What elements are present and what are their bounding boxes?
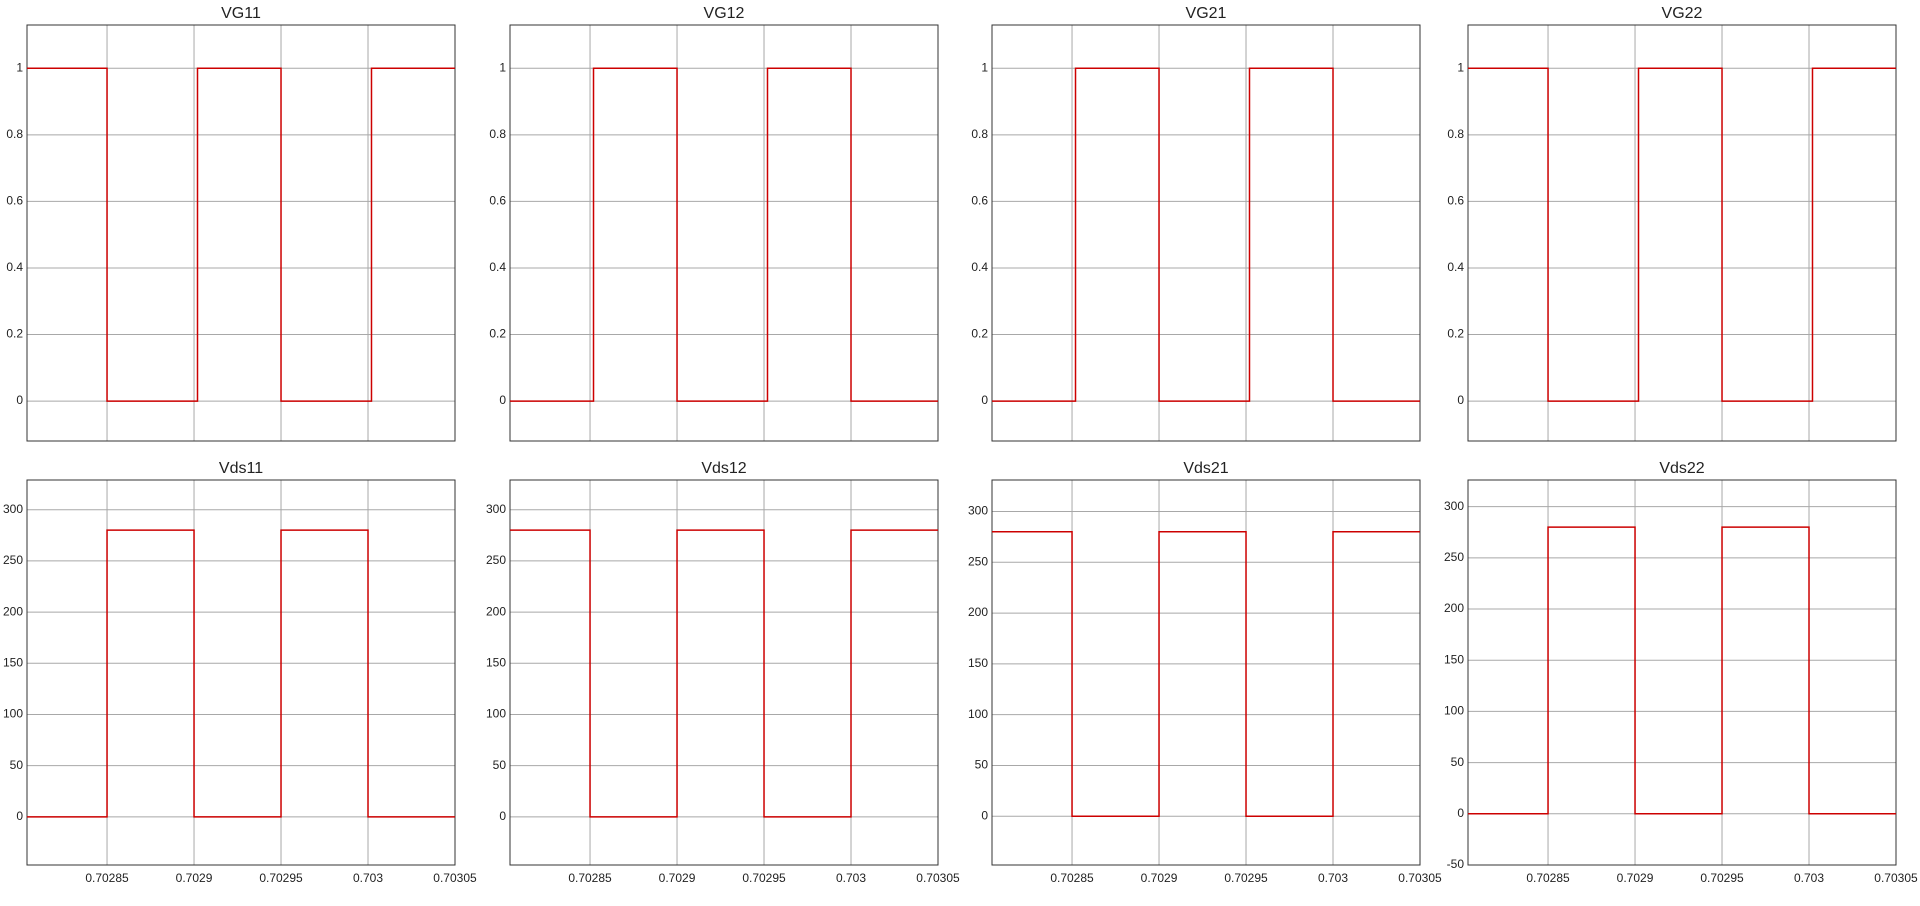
- x-tick-label: 0.70305: [916, 871, 960, 885]
- y-tick-label: 0: [1457, 806, 1464, 820]
- x-tick-label: 0.70295: [259, 871, 303, 885]
- y-tick-label: 200: [968, 605, 988, 619]
- signal-line: [27, 67, 455, 402]
- chart-title: Vds22: [1659, 460, 1704, 477]
- y-tick-label: 0: [499, 809, 506, 823]
- plot-frame: [1467, 479, 1897, 866]
- y-tick-label: 250: [3, 553, 23, 567]
- y-tick-label: 150: [3, 655, 23, 669]
- y-tick-label: -50: [1447, 857, 1465, 871]
- y-tick-label: 200: [486, 604, 506, 618]
- y-tick-label: 100: [968, 707, 988, 721]
- x-tick-label: 0.703: [353, 871, 383, 885]
- plot-frame: [1467, 24, 1897, 442]
- y-tick-label: 0.6: [971, 194, 988, 208]
- y-tick-label: 0.6: [6, 194, 23, 208]
- y-tick-label: 150: [1444, 652, 1464, 666]
- y-tick-label: 50: [493, 758, 507, 772]
- y-tick-label: 100: [3, 707, 23, 721]
- plot-frame: [991, 479, 1421, 866]
- x-tick-label: 0.70295: [1700, 871, 1744, 885]
- y-tick-label: 0: [981, 393, 988, 407]
- y-tick-label: 300: [968, 504, 988, 518]
- y-tick-label: 0: [1457, 393, 1464, 407]
- y-tick-label: 0.8: [1447, 127, 1464, 141]
- y-tick-label: 0.4: [489, 260, 506, 274]
- y-tick-label: 1: [981, 60, 988, 74]
- x-tick-label: 0.70295: [1224, 871, 1268, 885]
- x-tick-label: 0.70305: [1398, 871, 1442, 885]
- plot-frame: [26, 479, 456, 866]
- x-tick-label: 0.70305: [1874, 871, 1918, 885]
- y-tick-label: 0: [499, 393, 506, 407]
- y-tick-label: 50: [1451, 755, 1465, 769]
- y-tick-label: 0: [981, 808, 988, 822]
- y-tick-label: 0.8: [489, 127, 506, 141]
- y-tick-label: 150: [486, 655, 506, 669]
- plot-frame: [509, 479, 939, 866]
- chart-title: Vds12: [701, 460, 746, 477]
- x-tick-label: 0.7029: [1617, 871, 1654, 885]
- chart-title: Vds11: [219, 460, 263, 477]
- x-tick-label: 0.70295: [742, 871, 786, 885]
- y-tick-label: 0.2: [971, 327, 988, 341]
- y-tick-label: 250: [486, 553, 506, 567]
- signal-line: [510, 67, 938, 402]
- signal-line: [1468, 526, 1896, 815]
- signal-line: [992, 67, 1420, 402]
- chart-title: VG11: [221, 5, 261, 22]
- chart-title: VG21: [1186, 5, 1227, 22]
- x-tick-label: 0.70285: [1050, 871, 1094, 885]
- y-tick-label: 0.8: [971, 127, 988, 141]
- y-tick-label: 0.2: [6, 327, 23, 341]
- y-tick-label: 250: [968, 554, 988, 568]
- y-tick-label: 200: [1444, 601, 1464, 615]
- y-tick-label: 100: [1444, 704, 1464, 718]
- y-tick-label: 1: [16, 60, 23, 74]
- x-tick-label: 0.70285: [568, 871, 612, 885]
- chart-title: Vds21: [1183, 460, 1228, 477]
- chart-title: VG12: [704, 5, 745, 22]
- y-tick-label: 1: [1457, 60, 1464, 74]
- x-tick-label: 0.7029: [176, 871, 213, 885]
- signal-line: [510, 529, 938, 818]
- x-tick-label: 0.7029: [1141, 871, 1178, 885]
- plot-frame: [509, 24, 939, 442]
- x-tick-label: 0.70285: [85, 871, 129, 885]
- x-tick-label: 0.703: [1318, 871, 1348, 885]
- chart-title: VG22: [1662, 5, 1703, 22]
- x-tick-label: 0.70305: [433, 871, 477, 885]
- y-tick-label: 0.6: [489, 194, 506, 208]
- y-tick-label: 300: [1444, 499, 1464, 513]
- y-tick-label: 300: [3, 502, 23, 516]
- y-tick-label: 0: [16, 809, 23, 823]
- y-tick-label: 50: [10, 758, 24, 772]
- y-tick-label: 100: [486, 707, 506, 721]
- x-tick-label: 0.703: [1794, 871, 1824, 885]
- y-tick-label: 0.8: [6, 127, 23, 141]
- y-tick-label: 300: [486, 502, 506, 516]
- y-tick-label: 0: [16, 393, 23, 407]
- x-tick-label: 0.703: [836, 871, 866, 885]
- y-tick-label: 50: [975, 758, 989, 772]
- y-tick-label: 0.2: [489, 327, 506, 341]
- x-tick-label: 0.7029: [659, 871, 696, 885]
- y-tick-label: 250: [1444, 550, 1464, 564]
- y-tick-label: 0.2: [1447, 327, 1464, 341]
- signal-line: [1468, 67, 1896, 402]
- y-tick-label: 200: [3, 604, 23, 618]
- y-tick-label: 0.6: [1447, 194, 1464, 208]
- y-tick-label: 0.4: [1447, 260, 1464, 274]
- signal-line: [27, 529, 455, 818]
- plot-frame: [26, 24, 456, 442]
- y-tick-label: 150: [968, 656, 988, 670]
- y-tick-label: 1: [499, 60, 506, 74]
- y-tick-label: 0.4: [971, 260, 988, 274]
- y-tick-label: 0.4: [6, 260, 23, 274]
- plot-frame: [991, 24, 1421, 442]
- x-tick-label: 0.70285: [1526, 871, 1570, 885]
- signal-line: [992, 531, 1420, 817]
